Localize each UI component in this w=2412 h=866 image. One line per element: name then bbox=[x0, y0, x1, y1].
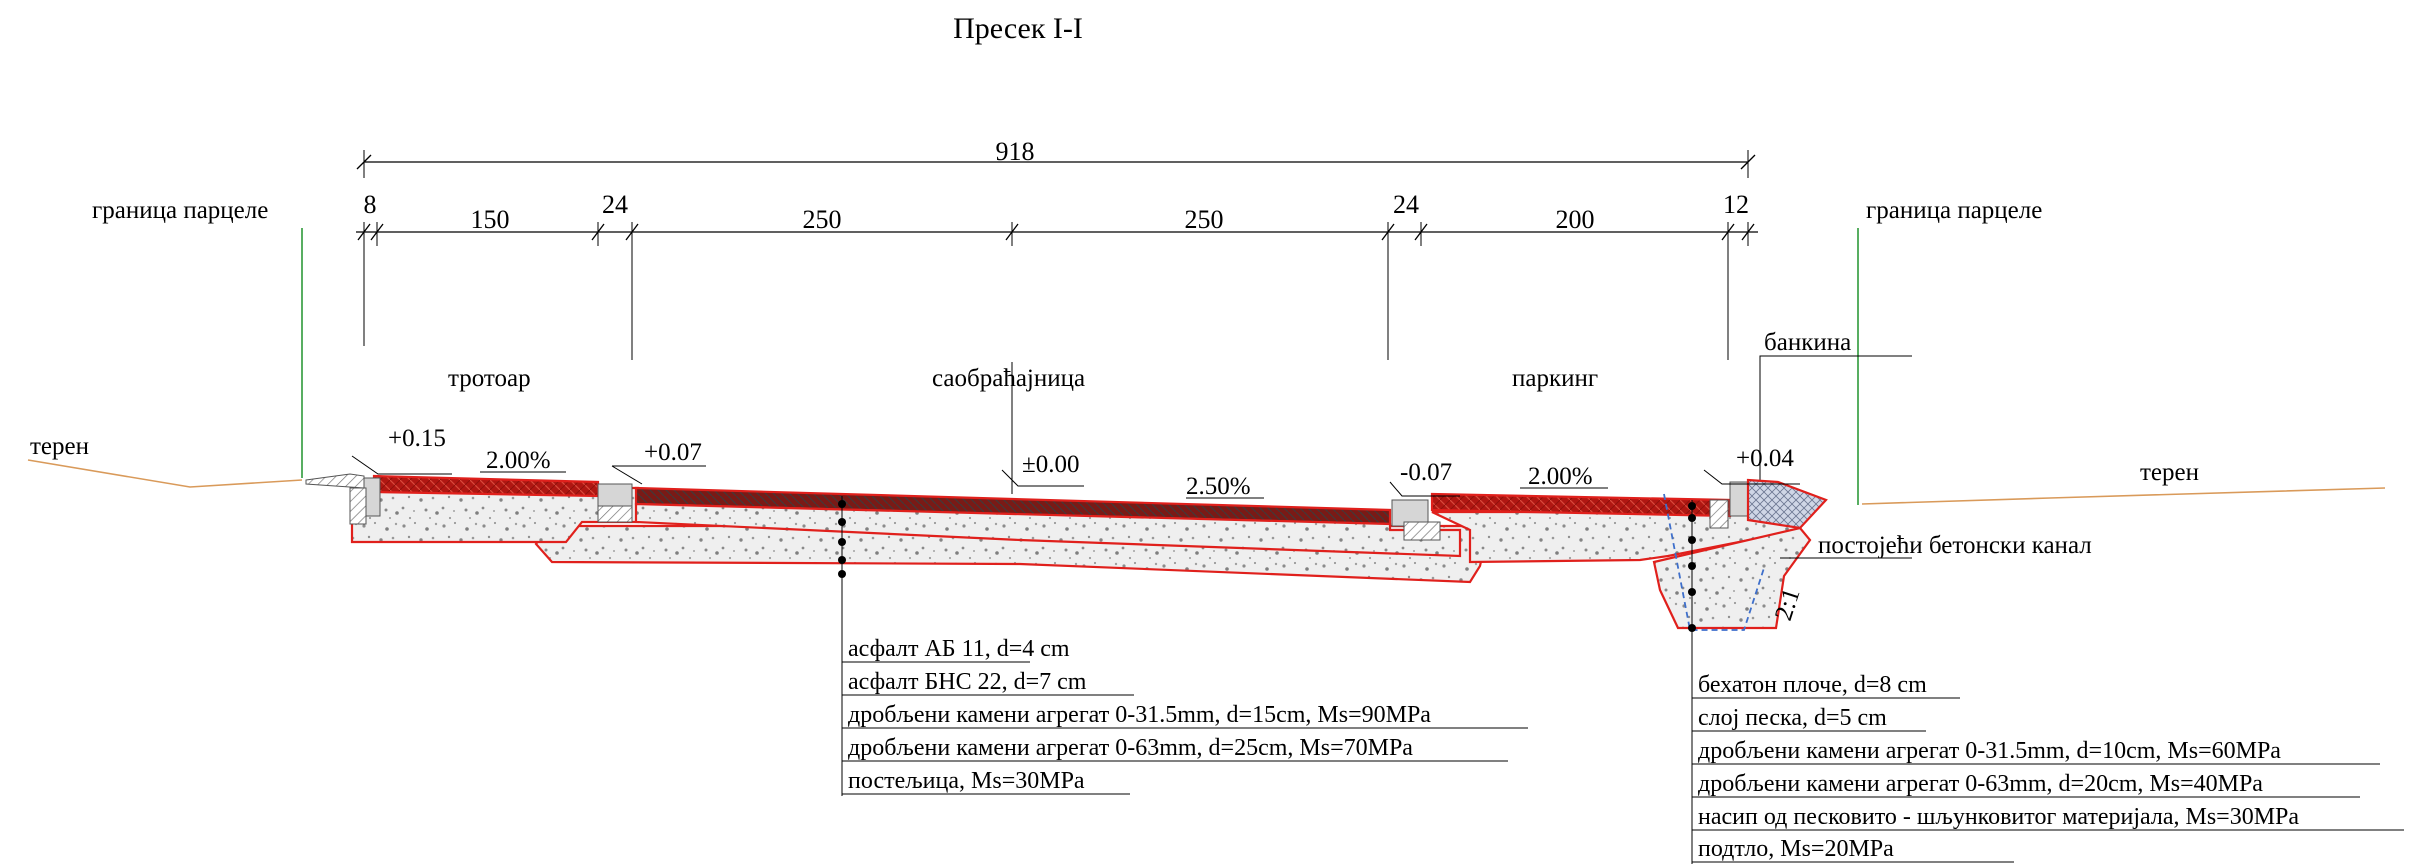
total-width-label: 918 bbox=[996, 137, 1035, 166]
curb-road-parking-foundation bbox=[1403, 521, 1441, 541]
dim-segment-8: 12 bbox=[1723, 190, 1749, 219]
dim-segment-2: 150 bbox=[471, 205, 510, 234]
verge-fill bbox=[1746, 478, 1828, 530]
road-layer-4: дробљени камени агрегат 0-63mm, d=25cm, … bbox=[848, 735, 1413, 761]
road-layer-5: постељица, Ms=30MPa bbox=[848, 768, 1085, 794]
zone-verge-label: банкина bbox=[1764, 329, 1851, 356]
segment-dimensions: 8 150 24 250 250 24 200 12 bbox=[356, 190, 1758, 360]
curb-sidewalk-road-foundation bbox=[597, 505, 633, 523]
slope-sidewalk: 2.00% bbox=[486, 447, 551, 474]
dim-segment-4: 250 bbox=[803, 205, 842, 234]
elevation-sidewalk-inner: +0.07 bbox=[644, 439, 702, 466]
elevation-road-axis: ±0.00 bbox=[1022, 451, 1079, 478]
elevation-parking-inner: -0.07 bbox=[1400, 459, 1452, 486]
channel-backfill bbox=[1652, 526, 1812, 630]
road-layer-2: асфалт БНС 22, d=7 cm bbox=[848, 669, 1087, 695]
dim-segment-7: 200 bbox=[1556, 205, 1595, 234]
terrain-line-right bbox=[1861, 487, 2386, 505]
curb-sidewalk-road bbox=[597, 483, 633, 509]
curb-parking-verge-foundation bbox=[1709, 499, 1729, 529]
elevation-markers bbox=[351, 455, 1800, 497]
sidewalk-paving bbox=[372, 474, 600, 498]
elevation-sidewalk-outer: +0.15 bbox=[388, 425, 446, 452]
slope-parking: 2.00% bbox=[1528, 463, 1593, 490]
curb-parking-verge bbox=[1729, 481, 1749, 517]
dim-segment-1: 8 bbox=[364, 190, 377, 219]
left-shoulder bbox=[305, 473, 365, 489]
parking-layer-2: слој песка, d=5 cm bbox=[1698, 705, 1887, 731]
parking-layer-4: дробљени камени агрегат 0-63mm, d=20cm, … bbox=[1698, 771, 2263, 797]
channel-label: постојећи бетонски канал bbox=[1818, 532, 2092, 559]
elevation-parking-outer: +0.04 bbox=[1736, 445, 1794, 472]
zone-sidewalk-label: тротоар bbox=[448, 365, 531, 392]
terrain-right-label: терен bbox=[2140, 459, 2199, 486]
dim-segment-5: 250 bbox=[1185, 205, 1224, 234]
road-layer-callout bbox=[838, 496, 1528, 796]
curb-left-outer-foundation bbox=[349, 487, 367, 525]
zone-roadway-label: саобраћајница bbox=[932, 365, 1085, 392]
road-layer-3: дробљени камени агрегат 0-31.5mm, d=15cm… bbox=[848, 702, 1431, 728]
parking-layer-callout bbox=[1688, 500, 2404, 864]
slope-roadway: 2.50% bbox=[1186, 473, 1251, 500]
existing-channel-outline bbox=[1663, 493, 1765, 631]
parking-layer-1: бехатон плоче, d=8 cm bbox=[1698, 672, 1927, 698]
parcel-boundary-right-label: граница парцеле bbox=[1866, 197, 2042, 224]
dim-segment-3: 24 bbox=[602, 190, 628, 219]
terrain-left-label: терен bbox=[30, 433, 89, 460]
road-layer-1: асфалт АБ 11, d=4 cm bbox=[848, 636, 1070, 662]
parking-layer-5: насип од песковито - шљунковитог материј… bbox=[1698, 804, 2299, 830]
terrain-line-left bbox=[27, 459, 303, 488]
zone-parking-label: паркинг bbox=[1512, 365, 1598, 392]
road-structure bbox=[305, 473, 1828, 631]
parcel-boundary-left-label: граница парцеле bbox=[92, 197, 268, 224]
parking-layer-6: подтло, Ms=20MPa bbox=[1698, 836, 1894, 862]
section-title: Пресек I-I bbox=[953, 12, 1083, 45]
parking-layer-3: дробљени камени агрегат 0-31.5mm, d=10cm… bbox=[1698, 738, 2281, 764]
overall-dimension: 918 bbox=[356, 137, 1756, 178]
dim-segment-6: 24 bbox=[1393, 190, 1419, 219]
